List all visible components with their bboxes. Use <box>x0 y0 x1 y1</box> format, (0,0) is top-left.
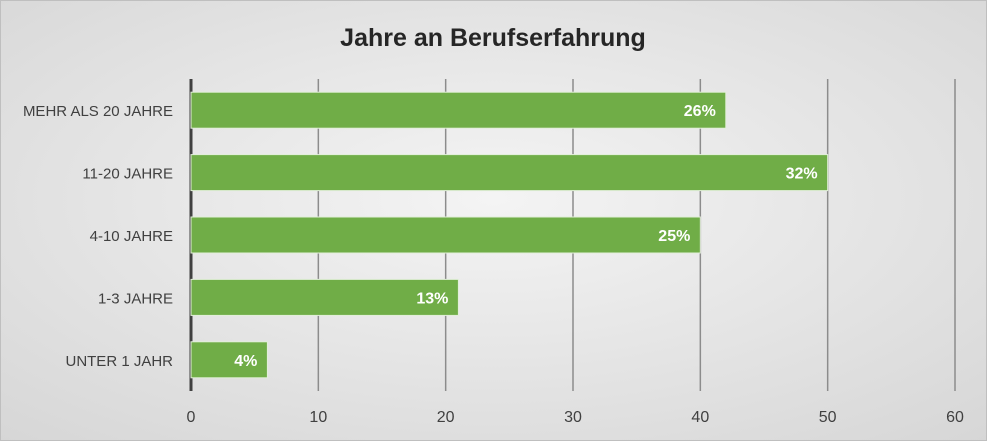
y-tick-label: 4-10 JAHRE <box>90 228 173 245</box>
x-tick-label: 0 <box>187 409 196 426</box>
bar <box>190 91 727 129</box>
y-tick-label: 1-3 JAHRE <box>98 290 173 307</box>
x-tick-label: 50 <box>819 409 837 426</box>
data-label: 4% <box>234 353 257 370</box>
data-label: 13% <box>416 290 448 307</box>
y-tick-label: 11-20 JAHRE <box>82 166 173 183</box>
bar <box>190 216 701 254</box>
x-tick-label: 10 <box>309 409 327 426</box>
data-label: 32% <box>786 166 818 183</box>
x-tick-label: 20 <box>437 409 455 426</box>
chart-title: Jahre an Berufserfahrung <box>340 24 646 52</box>
data-label: 25% <box>658 228 690 245</box>
bar <box>190 278 459 316</box>
y-tick-label: MEHR ALS 20 JAHRE <box>23 103 173 120</box>
x-tick-label: 40 <box>691 409 709 426</box>
x-tick-label: 30 <box>564 409 582 426</box>
data-label: 26% <box>684 103 716 120</box>
x-tick-label: 60 <box>946 409 964 426</box>
bar <box>190 154 829 192</box>
bar <box>190 341 268 379</box>
y-tick-label: UNTER 1 JAHR <box>65 353 173 370</box>
